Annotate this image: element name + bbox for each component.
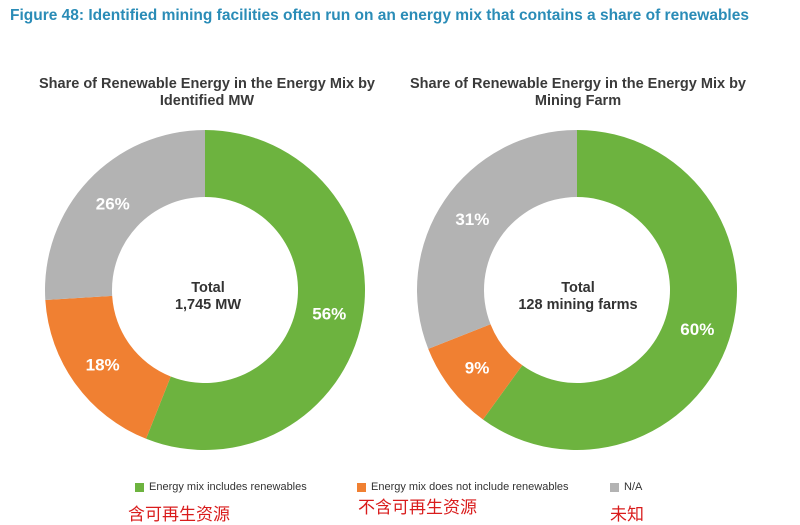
left-chart-title: Share of Renewable Energy in the Energy …	[38, 76, 375, 109]
legend-label: Energy mix includes renewables	[149, 481, 307, 493]
left-center-value: 1,745 MW	[174, 297, 242, 313]
right-donut-chart: 60% 9% 31%	[417, 130, 737, 450]
annotation-renewables: 含可再生资源	[128, 505, 230, 525]
right-chart-title: Share of Renewable Energy in the Energy …	[409, 76, 746, 109]
left-slice-renewables-label: 56%	[312, 305, 346, 324]
legend-swatch-green	[135, 482, 144, 492]
right-slice-no-renewables	[428, 324, 523, 420]
left-slice-na	[45, 130, 205, 301]
right-center-total: Total	[561, 280, 595, 296]
left-donut-chart: 56% 18% 26%	[45, 130, 365, 450]
legend-label: N/A	[624, 481, 643, 493]
left-center-total: Total	[191, 280, 225, 296]
left-slice-na-label: 26%	[96, 194, 130, 213]
annotation-no-renewables: 不含可再生资源	[358, 498, 477, 518]
annotation-unknown: 未知	[610, 505, 644, 525]
left-slice-no-renewables	[45, 295, 171, 439]
right-slice-na-label: 31%	[455, 210, 489, 229]
legend-label: Energy mix does not include renewables	[371, 481, 569, 493]
right-slice-renewables-label: 60%	[680, 320, 714, 339]
legend-swatch-gray	[610, 482, 619, 492]
left-slice-renewables	[146, 130, 365, 450]
right-slice-renewables	[482, 130, 737, 450]
legend-item-na: N/A	[610, 481, 642, 493]
right-slice-no-renewables-label: 9%	[465, 359, 490, 378]
left-slice-no-renewables-label: 18%	[86, 355, 120, 374]
right-center-value: 128 mining farms	[518, 297, 638, 313]
right-center-label: Total 128 mining farms	[493, 280, 663, 314]
legend-swatch-orange	[357, 482, 366, 492]
figure-title: Figure 48: Identified mining facilities …	[10, 7, 749, 24]
legend-item-no-renewables: Energy mix does not include renewables	[357, 481, 569, 493]
right-slice-na	[417, 130, 577, 349]
legend-item-renewables: Energy mix includes renewables	[135, 481, 307, 493]
left-center-label: Total 1,745 MW	[123, 280, 293, 314]
